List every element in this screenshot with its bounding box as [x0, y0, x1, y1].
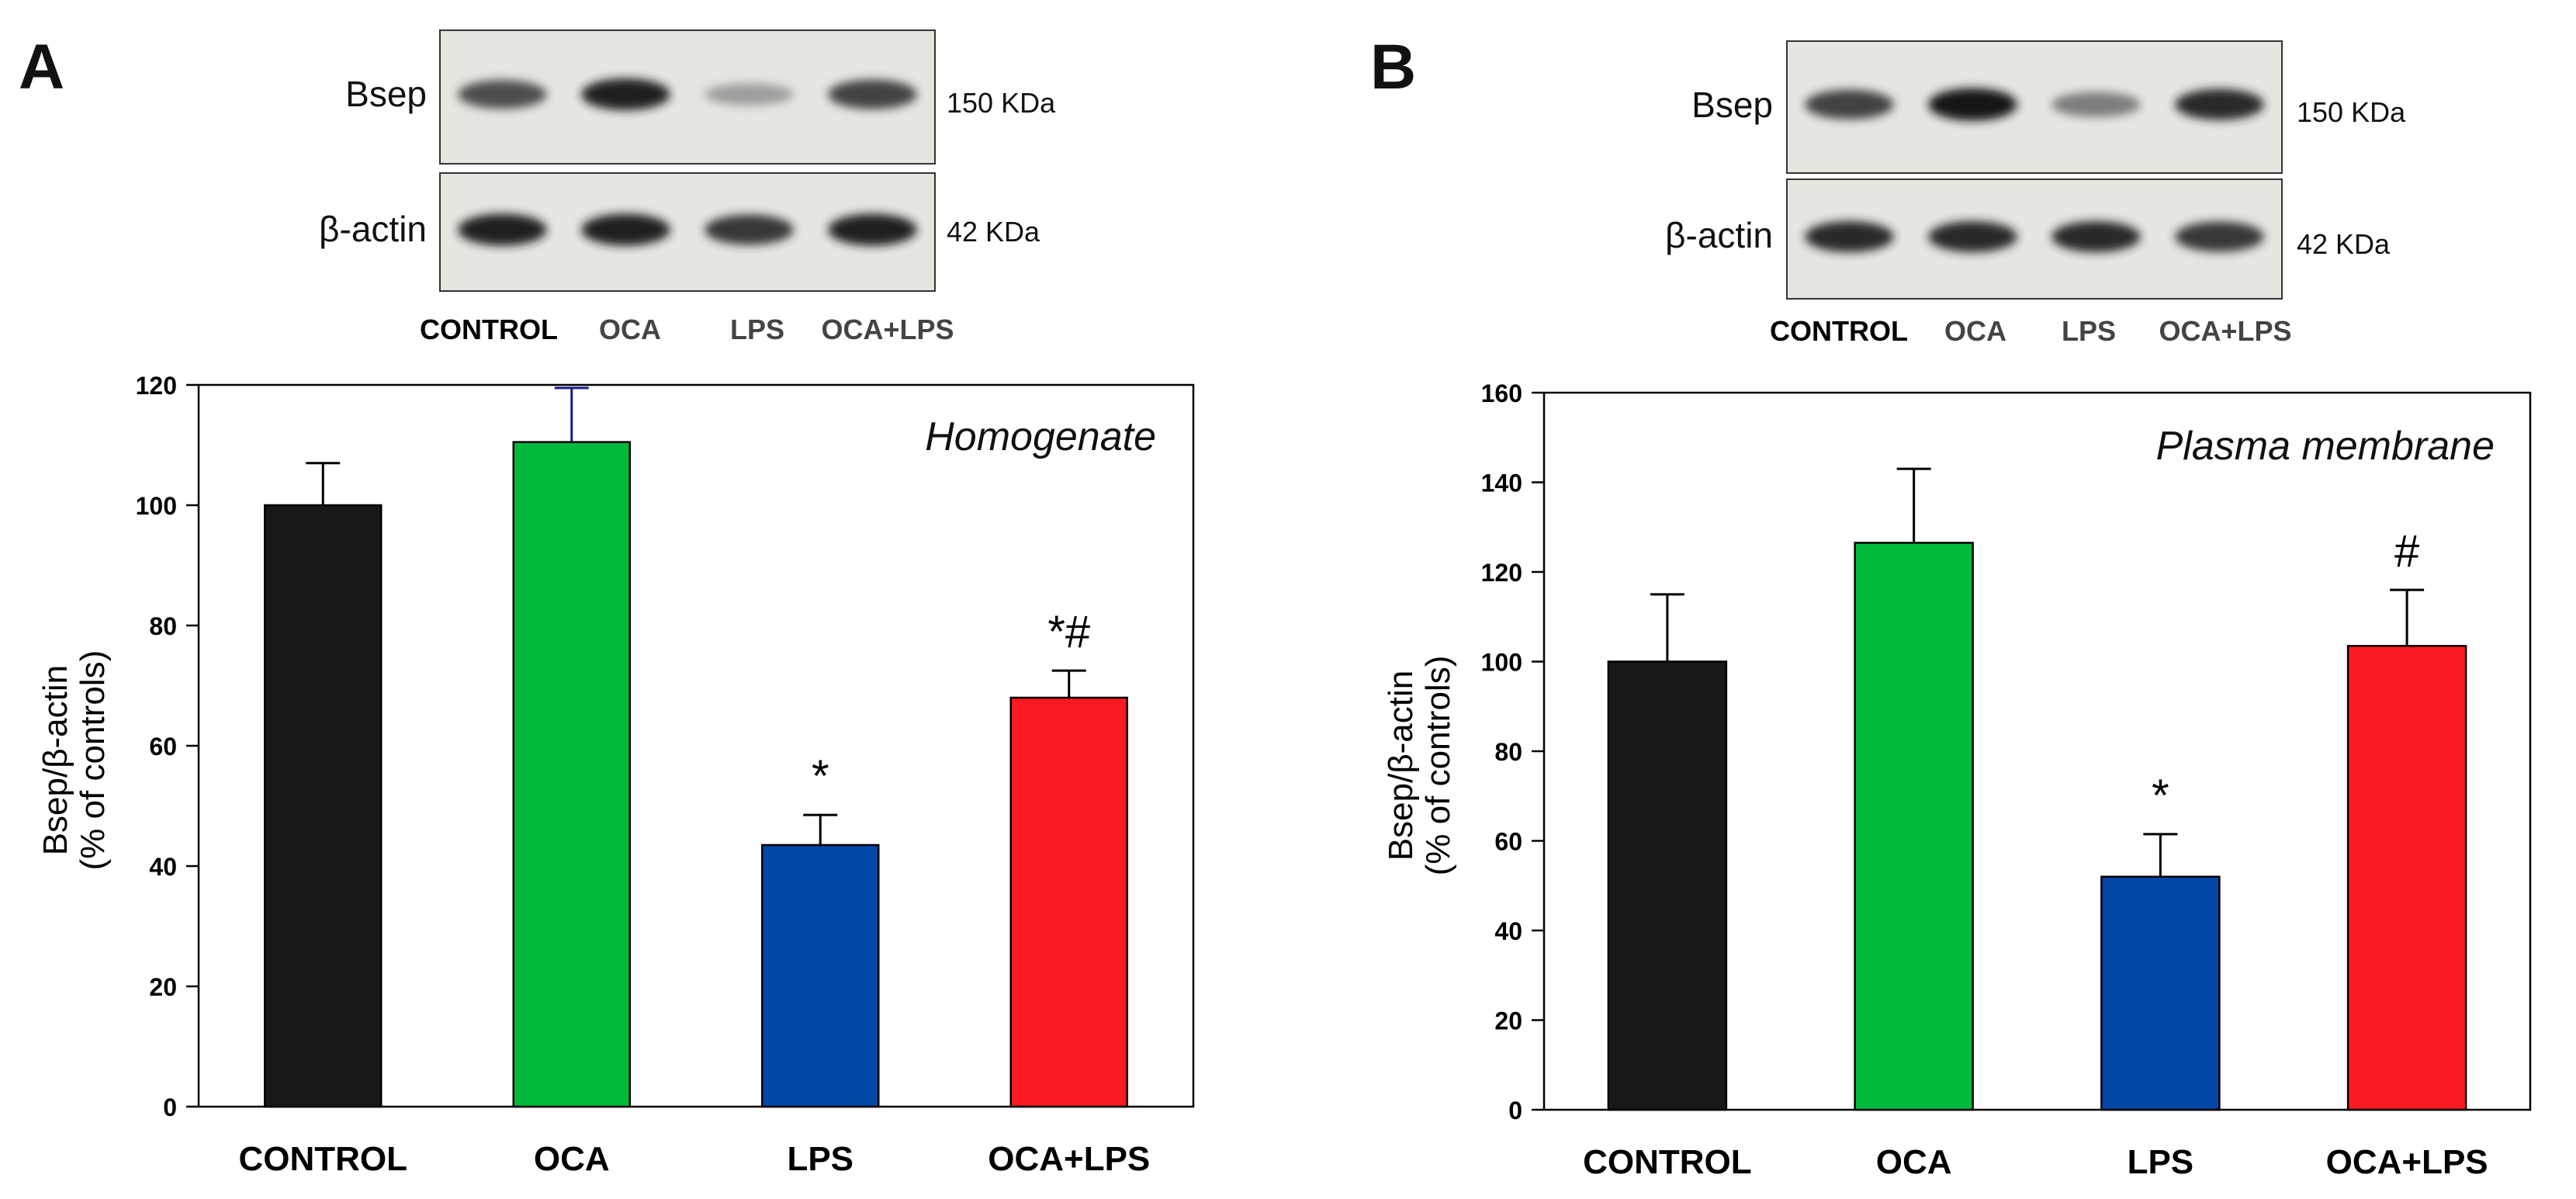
blot-lane-label: OCA+LPS [2159, 315, 2292, 347]
blot-band [581, 78, 670, 111]
y-tick-label: 120 [1481, 559, 1522, 587]
blot-protein-label: β-actin [319, 209, 427, 249]
molecular-weight-label: 42 KDa [947, 216, 1040, 248]
blot-lane-label: CONTROL [420, 314, 558, 345]
blot-lane-label: OCA [599, 314, 661, 345]
blot-lane-label: LPS [2061, 315, 2117, 347]
blot-band [1928, 220, 2017, 252]
western-blot-band-row [439, 29, 936, 165]
x-category-label: OCA [534, 1140, 610, 1178]
blot-band [2175, 221, 2264, 252]
y-tick-label: 160 [1481, 379, 1522, 407]
bar-lps [761, 844, 880, 1108]
y-axis-label: Bsep/β-actin [36, 665, 74, 855]
y-tick-label: 80 [149, 612, 177, 640]
blot-protein-label: Bsep [1691, 85, 1773, 125]
chart-title: Plasma membrane [2156, 424, 2495, 469]
bar-control [1607, 660, 1728, 1111]
chart-title: Homogenate [925, 414, 1156, 459]
western-blot-band-row [439, 172, 936, 292]
blot-protein-label: β-actin [1665, 215, 1773, 255]
y-tick-label: 20 [1494, 1007, 1522, 1035]
y-tick-label: 0 [163, 1093, 177, 1121]
blot-band [458, 80, 547, 109]
x-category-label: CONTROL [238, 1140, 407, 1178]
blot-protein-label: Bsep [345, 74, 427, 114]
blot-band [2051, 92, 2141, 117]
y-axis-label: (% of controls) [1419, 656, 1457, 876]
y-tick-label: 120 [136, 372, 177, 400]
y-tick-label: 100 [1481, 649, 1522, 677]
blot-lane-label: OCA [1944, 315, 2006, 347]
molecular-weight-label: 150 KDa [2297, 96, 2406, 128]
y-axis-label: (% of controls) [74, 650, 112, 871]
x-category-label: OCA [1876, 1143, 1952, 1181]
blot-band [1928, 88, 2017, 121]
x-category-label: OCA+LPS [2326, 1143, 2488, 1181]
y-tick-label: 100 [136, 492, 177, 520]
blot-band [828, 213, 917, 246]
x-category-label: CONTROL [1583, 1143, 1752, 1181]
bar-oca [512, 441, 631, 1108]
blot-lane-label: OCA+LPS [821, 314, 954, 345]
significance-marker: * [812, 751, 829, 802]
blot-band [705, 83, 794, 106]
y-tick-label: 0 [1508, 1097, 1522, 1124]
western-blot-band-row [1786, 40, 2283, 174]
panel-a: A Bsep 150 KDa β-actin 42 KDa CONTROL OC… [19, 29, 1195, 1178]
y-tick-label: 80 [1494, 738, 1522, 766]
bar-control [264, 504, 383, 1108]
y-tick-label: 20 [149, 973, 177, 1001]
bar-lps [2100, 875, 2221, 1111]
y-tick-label: 60 [149, 733, 177, 761]
blot-band [2051, 220, 2141, 252]
significance-marker: * [2152, 771, 2169, 821]
western-blot-band-row [1786, 178, 2283, 300]
blot-band [458, 213, 547, 246]
molecular-weight-label: 42 KDa [2297, 228, 2391, 260]
y-tick-label: 140 [1481, 470, 1522, 497]
blot-lane-label: CONTROL [1770, 315, 1908, 347]
x-category-label: LPS [2128, 1143, 2194, 1181]
blot-band [1805, 89, 1894, 120]
bar-oca [1854, 542, 1974, 1111]
y-tick-label: 40 [149, 853, 177, 881]
panel-b: B Bsep 150 KDa β-actin 42 KDa CONTROL OC… [1288, 0, 2576, 1199]
x-category-label: LPS [787, 1140, 853, 1178]
bar-oca-lps [2346, 645, 2467, 1111]
x-category-label: OCA+LPS [988, 1140, 1150, 1178]
blot-band [828, 79, 917, 109]
panel-letter: A [19, 32, 65, 102]
significance-marker: # [2394, 526, 2419, 577]
y-tick-label: 60 [1494, 828, 1522, 856]
blot-band [581, 213, 670, 246]
bar-chart-homogenate: 0 20 40 60 80 100 120 Bsep/β-actin (% of control… [36, 372, 1195, 1178]
molecular-weight-label: 150 KDa [947, 87, 1056, 119]
bar-chart-plasma-membrane: 0 20 40 60 80 100 120 140 160 Bsep/β-actin (% of c… [1382, 379, 2532, 1181]
y-tick-label: 40 [1494, 917, 1522, 945]
y-axis-label: Bsep/β-actin [1382, 671, 1420, 861]
significance-marker: *# [1047, 607, 1090, 657]
bar-oca-lps [1009, 696, 1128, 1108]
panel-letter: B [1370, 32, 1417, 102]
blot-band [1805, 220, 1894, 252]
blot-band [705, 214, 794, 245]
blot-band [2175, 88, 2264, 120]
blot-lane-label: LPS [729, 314, 785, 345]
